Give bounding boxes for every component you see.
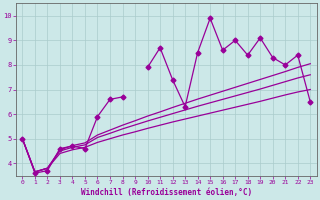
X-axis label: Windchill (Refroidissement éolien,°C): Windchill (Refroidissement éolien,°C) <box>81 188 252 197</box>
